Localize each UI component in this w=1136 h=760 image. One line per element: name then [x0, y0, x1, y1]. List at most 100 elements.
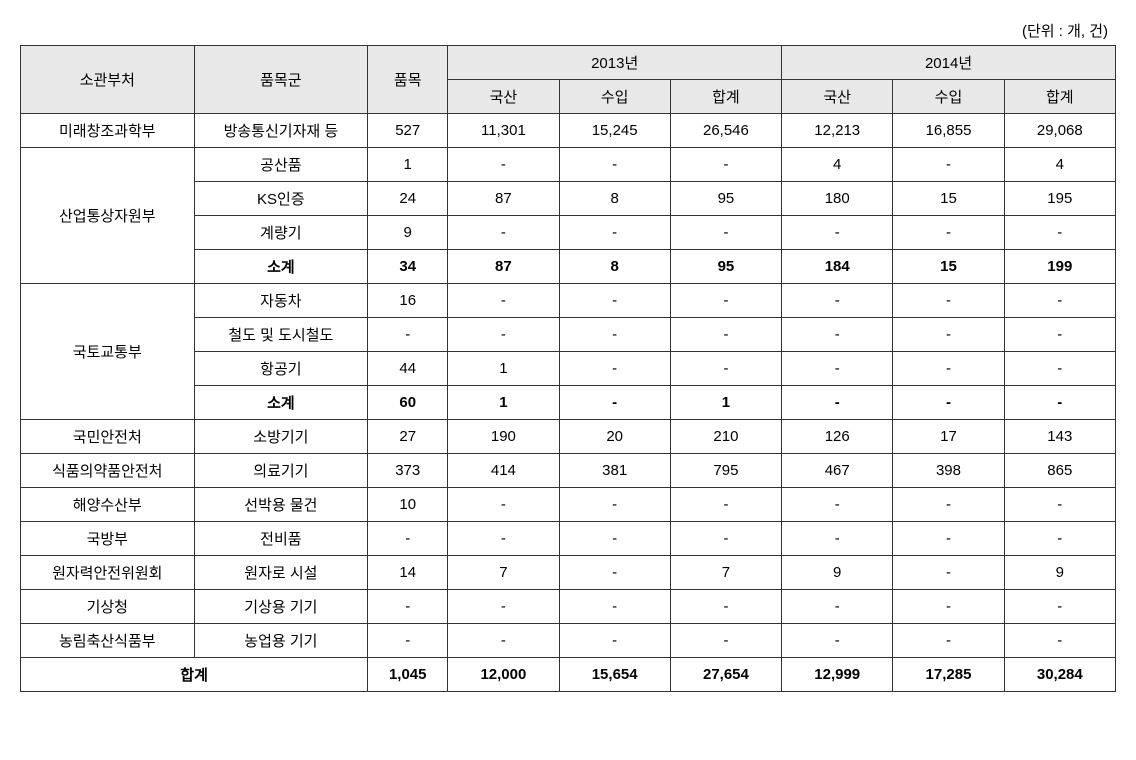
- cell-val: 7: [448, 556, 559, 590]
- cell-dept: 기상청: [21, 590, 195, 624]
- header-2013: 2013년: [448, 46, 782, 80]
- cell-val: -: [670, 590, 781, 624]
- cell-val: 30,284: [1004, 658, 1115, 692]
- cell-val: -: [893, 318, 1004, 352]
- cell-item: 60: [368, 386, 448, 420]
- cell-val: -: [559, 284, 670, 318]
- cell-val: -: [782, 488, 893, 522]
- cell-val: 195: [1004, 182, 1115, 216]
- cell-val: 184: [782, 250, 893, 284]
- cell-item: 16: [368, 284, 448, 318]
- cell-val: -: [1004, 590, 1115, 624]
- cell-val: -: [448, 216, 559, 250]
- cell-dept: 국민안전처: [21, 420, 195, 454]
- cell-val: -: [782, 284, 893, 318]
- cell-item: 373: [368, 454, 448, 488]
- header-2014: 2014년: [782, 46, 1116, 80]
- cell-cat: 공산품: [194, 148, 368, 182]
- table-row: 기상청 기상용 기기 - - - - - - -: [21, 590, 1116, 624]
- cell-val: -: [1004, 522, 1115, 556]
- unit-label: (단위 : 개, 건): [20, 20, 1116, 41]
- cell-cat: 기상용 기기: [194, 590, 368, 624]
- table-row-total: 합계 1,045 12,000 15,654 27,654 12,999 17,…: [21, 658, 1116, 692]
- cell-item: -: [368, 624, 448, 658]
- cell-cat: 의료기기: [194, 454, 368, 488]
- cell-val: 15,245: [559, 114, 670, 148]
- cell-val: -: [782, 318, 893, 352]
- cell-val: -: [670, 522, 781, 556]
- cell-val: 4: [1004, 148, 1115, 182]
- cell-val: -: [559, 216, 670, 250]
- cell-val: 210: [670, 420, 781, 454]
- cell-val: 15: [893, 250, 1004, 284]
- table-row: 농림축산식품부 농업용 기기 - - - - - - -: [21, 624, 1116, 658]
- cell-val: -: [782, 590, 893, 624]
- cell-cat: 철도 및 도시철도: [194, 318, 368, 352]
- cell-val: -: [782, 522, 893, 556]
- cell-item: -: [368, 522, 448, 556]
- cell-val: -: [559, 522, 670, 556]
- cell-item: 44: [368, 352, 448, 386]
- cell-total-label: 합계: [21, 658, 368, 692]
- cell-item: 14: [368, 556, 448, 590]
- cell-val: 9: [1004, 556, 1115, 590]
- cell-cat: 항공기: [194, 352, 368, 386]
- cell-val: -: [782, 624, 893, 658]
- cell-cat: 소방기기: [194, 420, 368, 454]
- cell-val: 11,301: [448, 114, 559, 148]
- cell-val: -: [893, 216, 1004, 250]
- cell-val: 20: [559, 420, 670, 454]
- cell-val: 7: [670, 556, 781, 590]
- cell-cat: 선박용 물건: [194, 488, 368, 522]
- cell-dept: 산업통상자원부: [21, 148, 195, 284]
- cell-val: 398: [893, 454, 1004, 488]
- cell-cat: 농업용 기기: [194, 624, 368, 658]
- cell-val: 1: [670, 386, 781, 420]
- header-row-1: 소관부처 품목군 품목 2013년 2014년: [21, 46, 1116, 80]
- cell-val: -: [782, 386, 893, 420]
- cell-dept: 미래창조과학부: [21, 114, 195, 148]
- cell-val: 467: [782, 454, 893, 488]
- table-row: 국토교통부 자동차 16 - - - - - -: [21, 284, 1116, 318]
- cell-cat: 소계: [194, 386, 368, 420]
- cell-val: -: [448, 522, 559, 556]
- cell-dept: 농림축산식품부: [21, 624, 195, 658]
- cell-val: 4: [782, 148, 893, 182]
- cell-val: -: [559, 318, 670, 352]
- table-row: 산업통상자원부 공산품 1 - - - 4 - 4: [21, 148, 1116, 182]
- cell-val: 17,285: [893, 658, 1004, 692]
- cell-cat: 소계: [194, 250, 368, 284]
- cell-val: -: [670, 216, 781, 250]
- cell-val: -: [559, 556, 670, 590]
- cell-item: 24: [368, 182, 448, 216]
- cell-val: 126: [782, 420, 893, 454]
- cell-val: 9: [782, 556, 893, 590]
- cell-val: -: [1004, 216, 1115, 250]
- cell-val: 87: [448, 182, 559, 216]
- cell-val: 27,654: [670, 658, 781, 692]
- cell-val: -: [448, 590, 559, 624]
- cell-dept: 해양수산부: [21, 488, 195, 522]
- cell-val: -: [448, 284, 559, 318]
- cell-val: 414: [448, 454, 559, 488]
- cell-val: 12,999: [782, 658, 893, 692]
- cell-val: 381: [559, 454, 670, 488]
- cell-val: 26,546: [670, 114, 781, 148]
- cell-val: -: [893, 148, 1004, 182]
- cell-item: -: [368, 590, 448, 624]
- cell-val: -: [670, 284, 781, 318]
- cell-dept: 식품의약품안전처: [21, 454, 195, 488]
- cell-val: -: [782, 216, 893, 250]
- table-row: 국방부 전비품 - - - - - - -: [21, 522, 1116, 556]
- cell-item: 10: [368, 488, 448, 522]
- cell-val: 29,068: [1004, 114, 1115, 148]
- header-2014-subtotal: 합계: [1004, 80, 1115, 114]
- cell-val: -: [670, 148, 781, 182]
- header-category: 품목군: [194, 46, 368, 114]
- cell-val: -: [448, 624, 559, 658]
- cell-val: -: [782, 352, 893, 386]
- cell-item: -: [368, 318, 448, 352]
- header-2014-domestic: 국산: [782, 80, 893, 114]
- cell-val: 16,855: [893, 114, 1004, 148]
- cell-val: -: [1004, 284, 1115, 318]
